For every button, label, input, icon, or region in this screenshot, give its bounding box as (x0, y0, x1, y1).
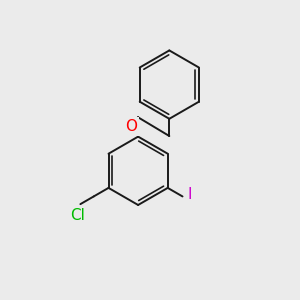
Text: O: O (125, 119, 137, 134)
Text: Cl: Cl (70, 208, 85, 223)
Text: I: I (188, 188, 192, 202)
